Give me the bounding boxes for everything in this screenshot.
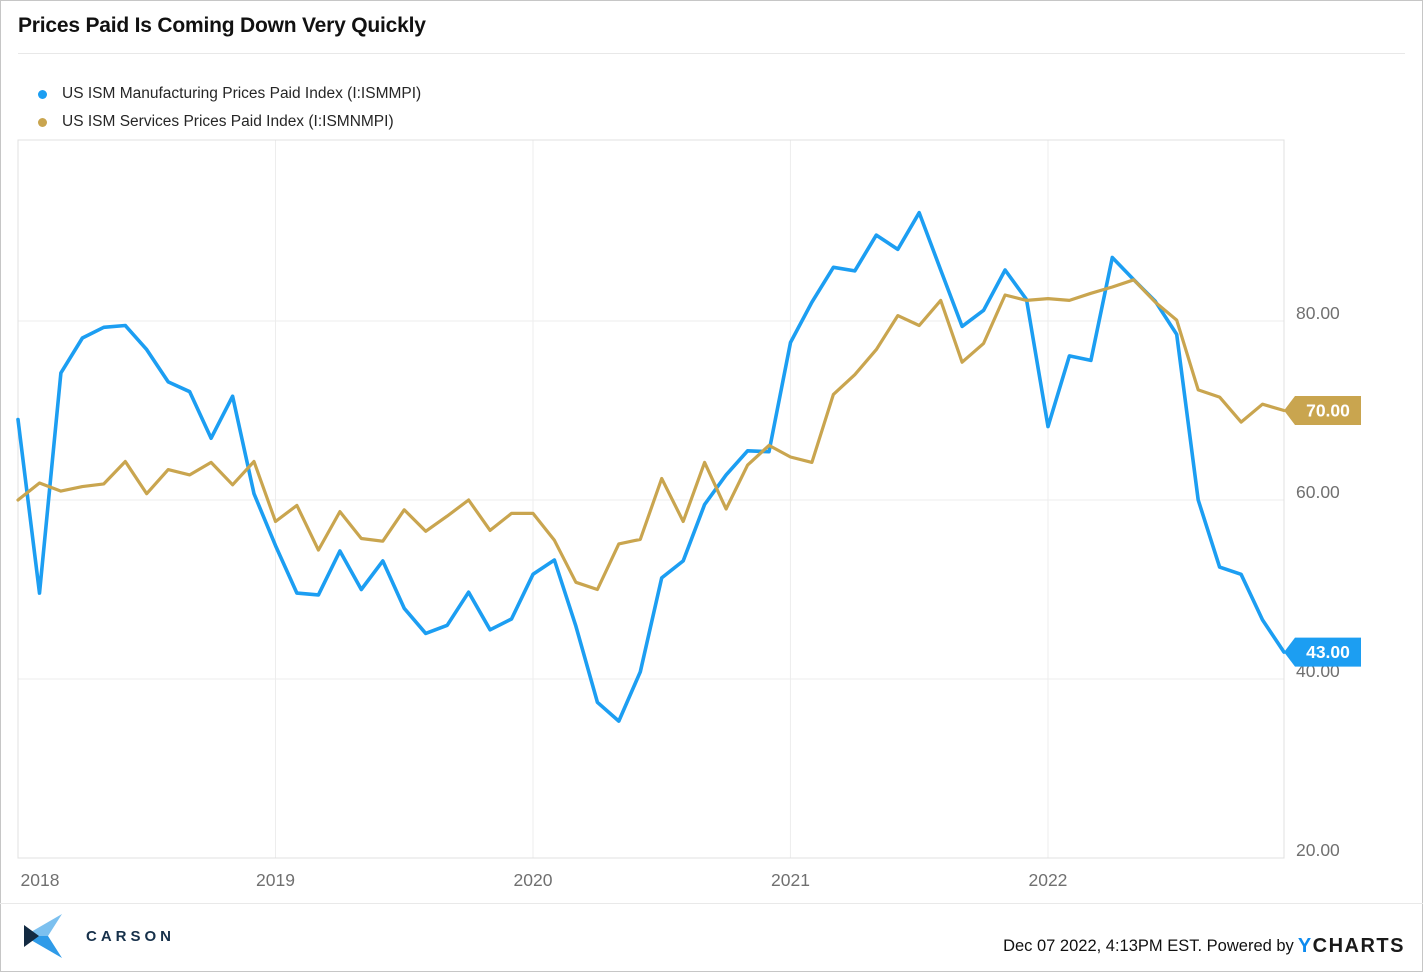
legend-label-manufacturing: US ISM Manufacturing Prices Paid Index (…	[62, 85, 422, 102]
title-divider	[18, 53, 1405, 54]
ycharts-y: Y	[1297, 934, 1313, 957]
carson-chevron-icon	[24, 914, 62, 958]
footer-divider	[0, 903, 1423, 904]
svg-text:43.00: 43.00	[1306, 642, 1350, 662]
svg-text:2019: 2019	[256, 870, 295, 890]
svg-text:80.00: 80.00	[1296, 303, 1340, 323]
svg-text:2020: 2020	[514, 870, 553, 890]
manufacturing-series-dot-icon	[38, 89, 47, 99]
svg-text:60.00: 60.00	[1296, 482, 1340, 502]
ycharts-logo: YCHARTS	[1298, 935, 1405, 958]
carson-wordmark: CARSON	[86, 927, 176, 945]
legend-item-services: US ISM Services Prices Paid Index (I:ISM…	[38, 108, 421, 136]
carson-logo: CARSON	[24, 914, 175, 958]
page-title: Prices Paid Is Coming Down Very Quickly	[18, 14, 426, 37]
legend-item-manufacturing: US ISM Manufacturing Prices Paid Index (…	[38, 80, 421, 108]
services-series-dot-icon	[38, 117, 47, 127]
svg-text:2021: 2021	[771, 870, 810, 890]
legend-label-services: US ISM Services Prices Paid Index (I:ISM…	[62, 113, 394, 130]
footer-credit: Dec 07 2022, 4:13PM EST. Powered by YCHA…	[1003, 930, 1405, 962]
svg-text:70.00: 70.00	[1306, 401, 1350, 421]
ycharts-charts: CHARTS	[1312, 934, 1405, 957]
svg-text:2022: 2022	[1028, 870, 1067, 890]
svg-text:2018: 2018	[21, 870, 60, 890]
svg-text:20.00: 20.00	[1296, 840, 1340, 860]
timestamp-powered-by: Dec 07 2022, 4:13PM EST. Powered by	[1003, 936, 1294, 955]
chart-legend: US ISM Manufacturing Prices Paid Index (…	[38, 80, 421, 136]
